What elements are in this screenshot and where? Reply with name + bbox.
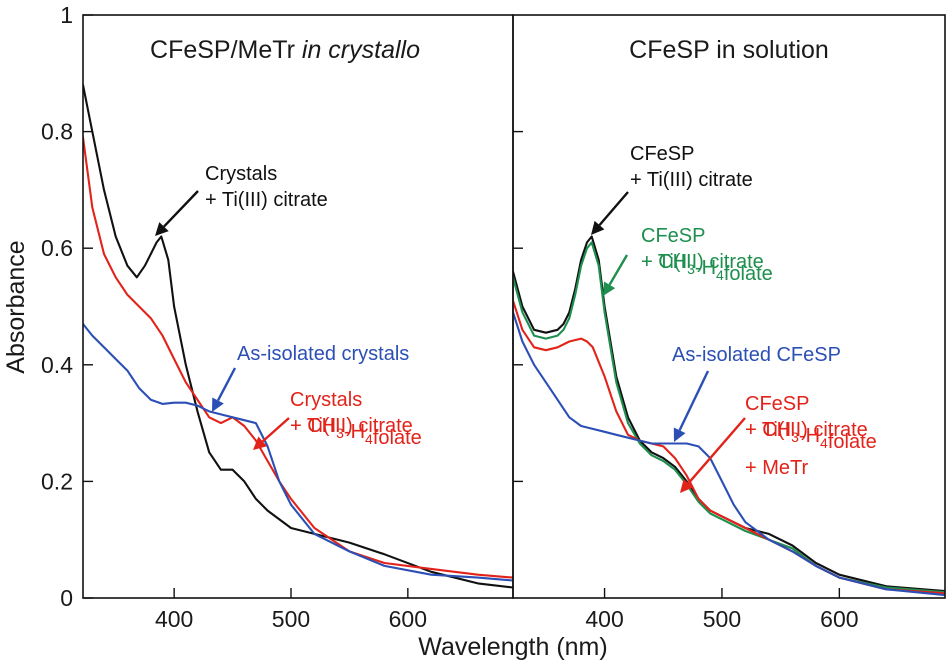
y-tick-label-1: 0.2 — [41, 468, 73, 494]
series-line-right-3 — [513, 311, 945, 597]
annotation-right-3: CFeSP + Ti(III) citrate+ CH3-H4folate + Me… — [745, 393, 877, 479]
y-tick-label-5: 1 — [60, 2, 73, 28]
annotation-line: CFeSP — [630, 143, 694, 165]
annotation-line: + CH3-H4folate — [745, 419, 877, 453]
annotation-line: + CH3-H4folate — [290, 415, 422, 449]
series-layer-left — [83, 83, 513, 589]
annotation-line: CFeSP — [745, 393, 809, 415]
annotation-left-1: As-isolated crystals — [237, 343, 409, 365]
annotation-arrowhead-right-1 — [603, 281, 616, 296]
annotation-line: + CH3-H4folate — [641, 251, 773, 285]
annotation-arrow-right-3 — [687, 417, 746, 484]
annotations-left: Crystals + Ti(III) citrate As-isolated cry… — [155, 163, 422, 450]
x-tick-label-left-500: 500 — [272, 606, 310, 632]
annotation-line: As-isolated crystals — [237, 343, 409, 365]
annotation-line: + Ti(III) citrate — [205, 189, 328, 211]
series-line-right-1 — [513, 241, 945, 594]
panel-title-left-main: CFeSP/MeTr — [150, 36, 302, 64]
annotation-arrowhead-right-2 — [673, 427, 686, 442]
annotation-arrow-left-0 — [163, 190, 199, 228]
y-tick-label-4: 0.8 — [41, 119, 73, 145]
series-line-right-0 — [513, 235, 945, 593]
panel-title-left-italic: in crystallo — [302, 36, 420, 64]
panel-in-solution: 400 500 600 CFeSP in solution CFeSP + Ti(II… — [512, 14, 946, 632]
y-tick-label-2: 0.4 — [41, 352, 73, 378]
annotations-right: CFeSP + Ti(III) citrate CFeSP + Ti(III) cit… — [591, 143, 877, 493]
ticks-right: 400 500 600 — [513, 130, 859, 632]
panel-title-right: CFeSP in solution — [629, 36, 829, 64]
annotation-arrowhead-left-0 — [155, 222, 169, 236]
x-tick-label-right-400: 400 — [585, 606, 623, 632]
annotation-arrowhead-right-3 — [680, 478, 694, 493]
annotation-right-2: As-isolated CFeSP — [672, 344, 841, 366]
annotation-arrow-right-2 — [678, 370, 710, 431]
x-tick-label-left-600: 600 — [389, 606, 427, 632]
annotation-line: + MeTr — [745, 457, 808, 479]
annotation-left-2: Crystals + Ti(III) citrate+ CH3-H4folate — [290, 389, 422, 449]
x-tick-label-right-600: 600 — [820, 606, 858, 632]
y-axis-label: Absorbance — [2, 240, 30, 373]
x-tick-label-right-500: 500 — [703, 606, 741, 632]
annotation-line: + Ti(III) citrate — [630, 169, 753, 191]
annotation-arrow-left-2 — [261, 417, 290, 443]
annotation-line: Crystals — [290, 389, 362, 411]
series-line-left-0 — [83, 83, 513, 589]
annotation-arrowhead-left-1 — [212, 397, 224, 412]
panel-title-left: CFeSP/MeTr in crystallo — [150, 36, 420, 64]
plot-frame-right — [512, 14, 946, 599]
y-tick-label-3: 0.6 — [41, 235, 73, 261]
annotation-left-0: Crystals + Ti(III) citrate — [205, 163, 328, 211]
annotation-arrow-left-1 — [216, 367, 237, 402]
annotation-line: Crystals — [205, 163, 277, 185]
annotation-arrowhead-right-0 — [591, 220, 605, 235]
annotation-line: CFeSP — [641, 225, 705, 247]
annotation-line: + Ti(III) citrate — [290, 415, 413, 437]
series-layer-right — [513, 235, 945, 597]
annotation-right-1: CFeSP + Ti(III) citrate+ CH3-H4folate — [641, 225, 773, 285]
annotation-arrow-right-0 — [598, 191, 629, 226]
annotation-right-0: CFeSP + Ti(III) citrate — [630, 143, 753, 191]
annotation-line: + Ti(III) citrate — [641, 251, 764, 273]
plot-frame-left — [82, 14, 514, 599]
x-tick-label-left-400: 400 — [155, 606, 193, 632]
annotation-arrowhead-left-2 — [253, 436, 267, 450]
panel-in-crystallo: 400 500 600 0 0.2 0.4 0.6 0.8 1 CFeSP/MeTr in cr… — [41, 2, 514, 632]
annotation-arrow-right-1 — [608, 254, 629, 286]
x-axis-label: Wavelength (nm) — [418, 633, 607, 661]
annotation-line: + Ti(III) citrate — [745, 419, 868, 441]
y-tick-label-0: 0 — [60, 585, 73, 611]
ticks-left: 400 500 600 0 0.2 0.4 0.6 0.8 1 — [41, 2, 427, 632]
series-line-left-2 — [83, 322, 513, 582]
annotation-line: As-isolated CFeSP — [672, 344, 841, 366]
